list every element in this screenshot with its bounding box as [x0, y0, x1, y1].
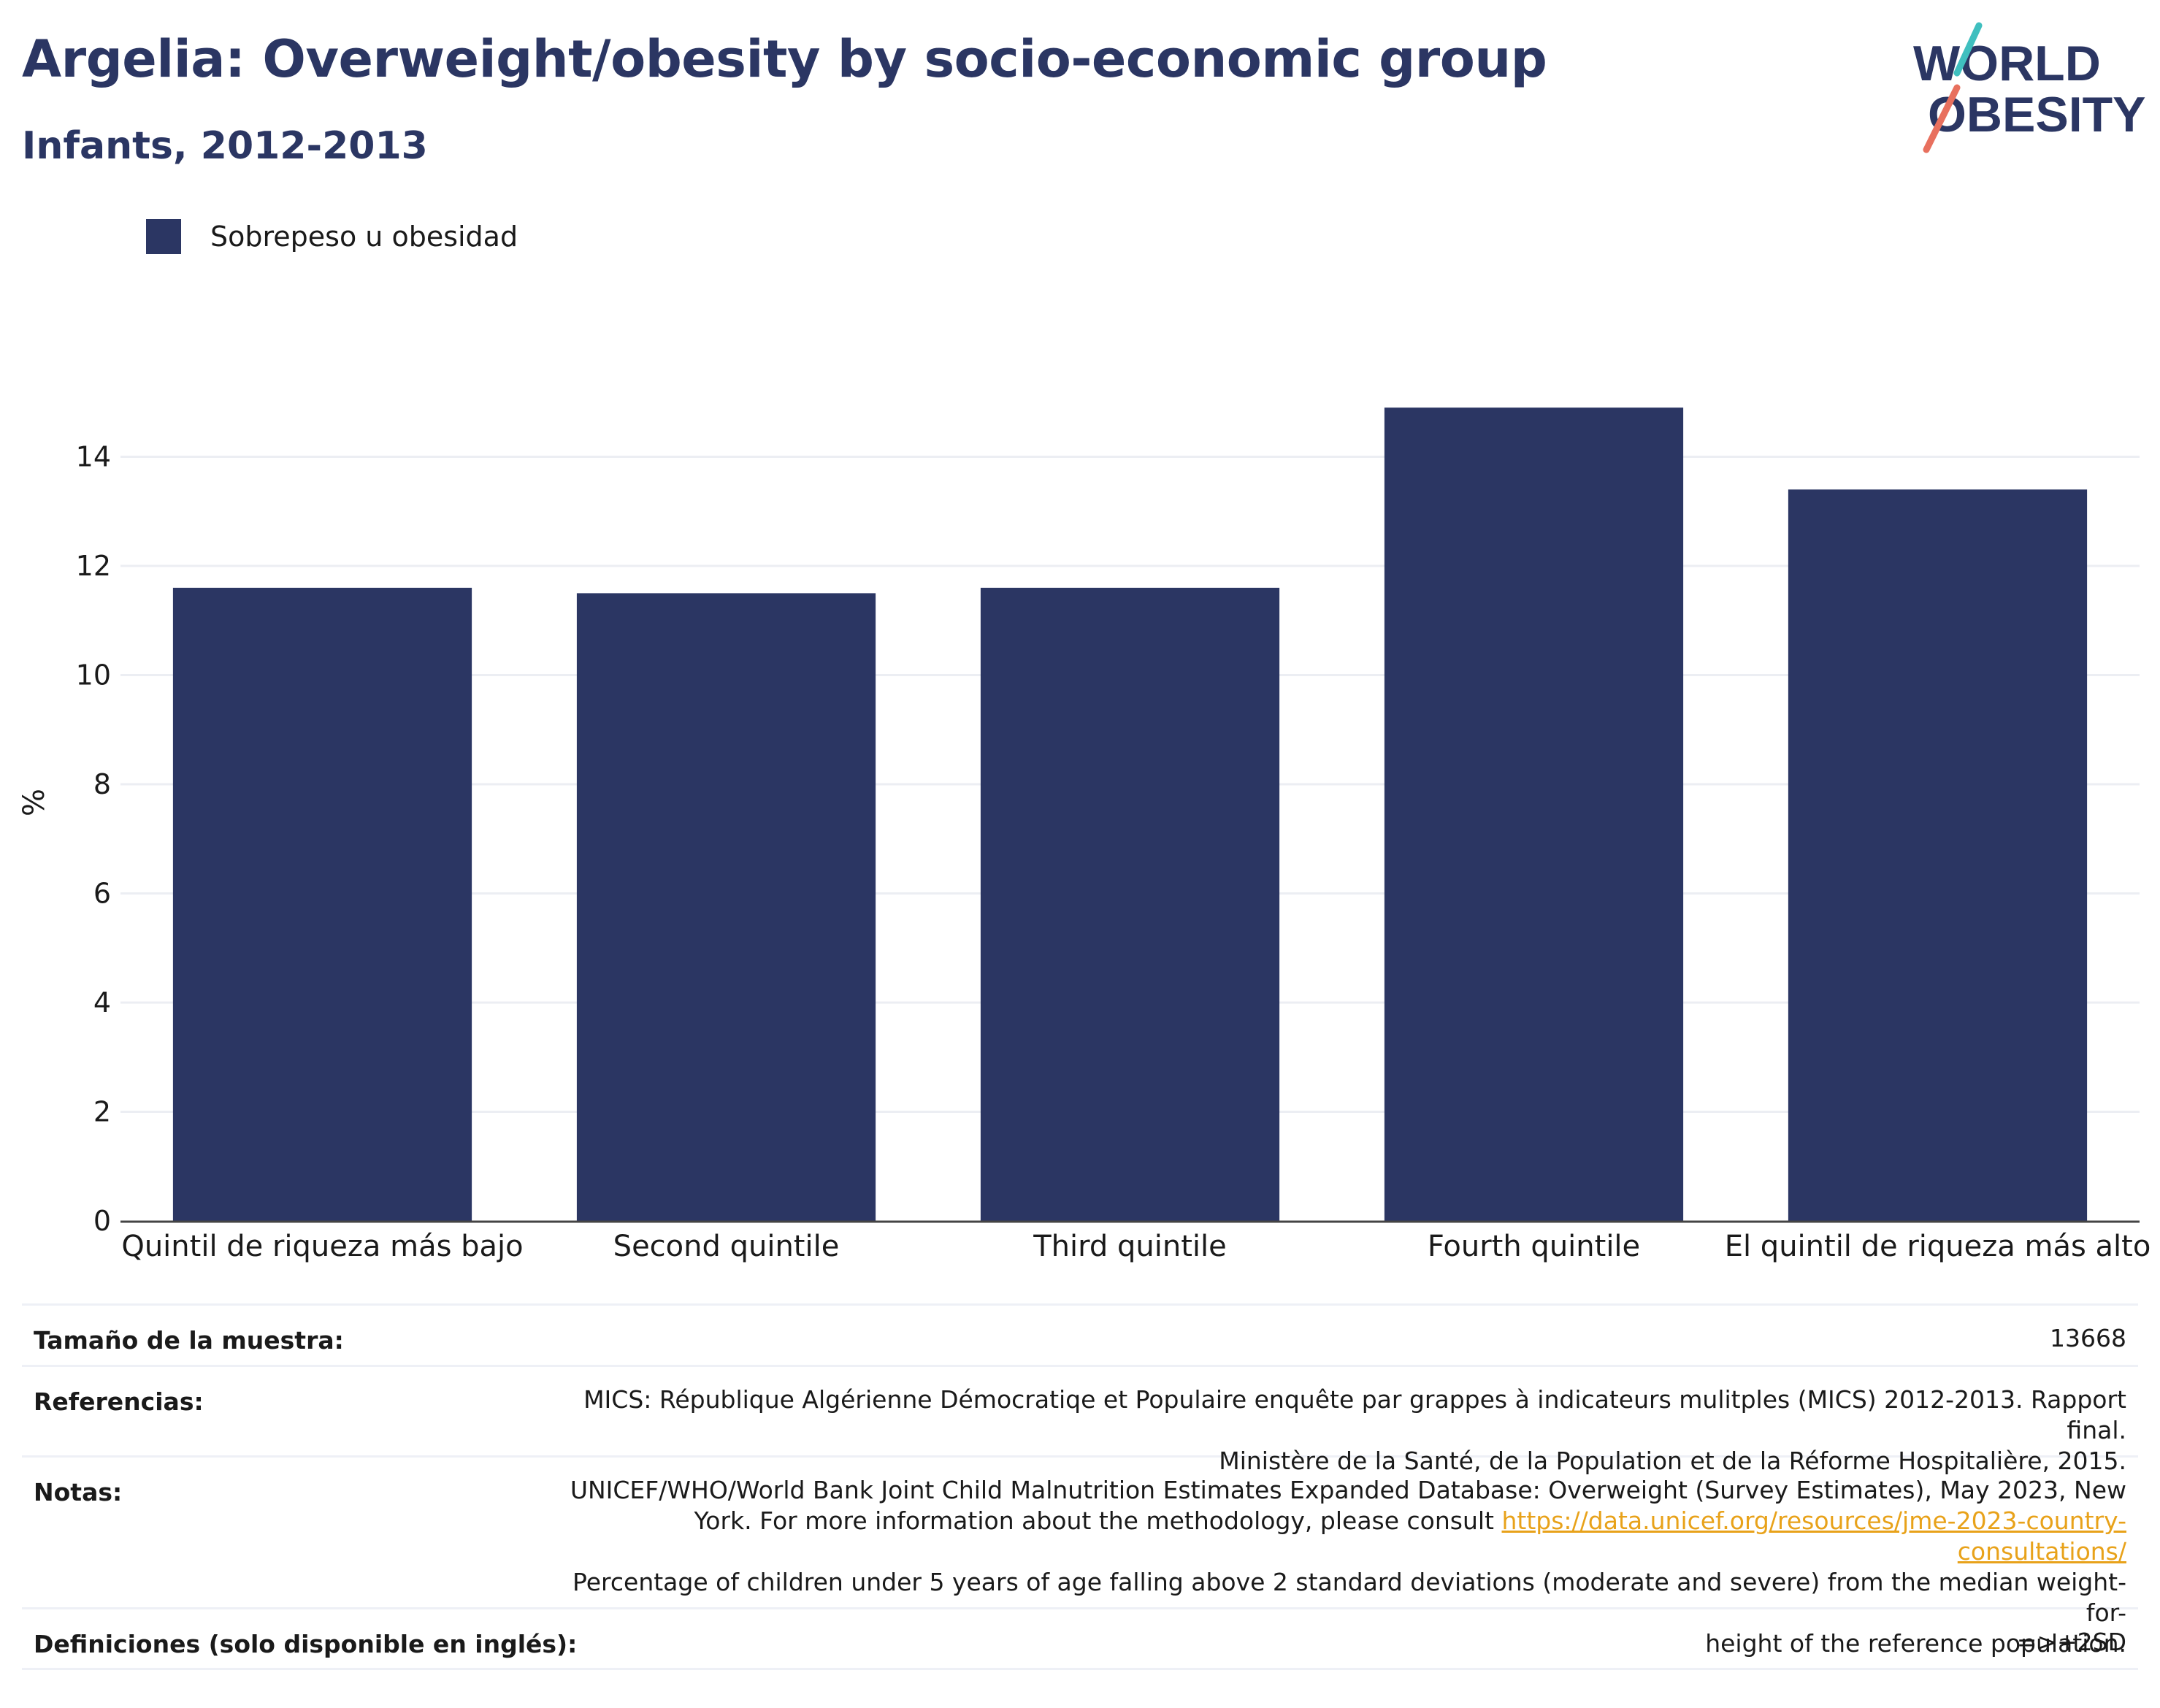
x-category-label: Second quintile — [613, 1230, 840, 1263]
sample-size-value: 13668 — [2050, 1324, 2126, 1352]
references-line: MICS: République Algérienne Démocratiqe … — [583, 1385, 2126, 1444]
bar — [172, 587, 472, 1221]
definitions-label: Definiciones (solo disponible en inglés)… — [34, 1630, 578, 1658]
notes-line: Percentage of children under 5 years of … — [572, 1568, 2126, 1627]
logo-slash-bottom — [1923, 84, 1961, 153]
x-category-label: El quintil de riqueza más alto — [1725, 1230, 2151, 1263]
bar — [576, 593, 876, 1221]
bar — [1384, 407, 1684, 1221]
x-axis-labels: Quintil de riqueza más bajo Second quinti… — [121, 1230, 2151, 1263]
notes-text: York. For more information about the met… — [694, 1506, 1494, 1535]
logo-text-world: WORLD — [1913, 36, 2101, 91]
chart-legend: Sobrepeso u obesidad — [146, 218, 518, 256]
bar — [980, 587, 1280, 1221]
y-axis-ticks: 0 2 4 6 8 10 12 14 — [76, 441, 111, 1238]
y-tick-label: 10 — [76, 659, 111, 692]
x-category-label: Quintil de riqueza más bajo — [121, 1230, 523, 1263]
info-table: Tamaño de la muestra: 13668 Referencias:… — [22, 1303, 2138, 1670]
legend-swatch — [146, 219, 181, 254]
y-tick-label: 12 — [76, 550, 111, 582]
y-tick-label: 6 — [93, 878, 111, 910]
references-value: MICS: République Algérienne Démocratiqe … — [535, 1367, 2126, 1475]
y-tick-label: 2 — [93, 1096, 111, 1128]
y-axis-title: % — [18, 789, 51, 816]
info-row-references: Referencias: MICS: République Algérienne… — [22, 1365, 2138, 1475]
info-row-sample: Tamaño de la muestra: 13668 — [22, 1303, 2138, 1365]
legend-label: Sobrepeso u obesidad — [210, 221, 518, 253]
notes-value: UNICEF/WHO/World Bank Joint Child Malnut… — [535, 1458, 2126, 1658]
y-tick-label: 4 — [93, 987, 111, 1019]
notes-line: York. For more information about the met… — [535, 1506, 2126, 1567]
notes-line: height of the reference population. — [1705, 1629, 2126, 1658]
x-category-label: Fourth quintile — [1428, 1230, 1640, 1263]
info-row-definitions: Definiciones (solo disponible en inglés)… — [22, 1607, 2138, 1670]
world-obesity-logo: WORLD OBESITY — [1913, 22, 2146, 153]
bar-chart: 0 2 4 6 8 10 12 14 Quintil de riqueza más bajo S… — [18, 407, 2151, 1263]
references-line: Ministère de la Santé, de la Population … — [1219, 1447, 2126, 1475]
page-subtitle: Infants, 2012-2013 — [22, 124, 428, 168]
y-tick-label: 0 — [93, 1205, 111, 1237]
info-row-notes: Notas: UNICEF/WHO/World Bank Joint Child… — [22, 1455, 2138, 1658]
notes-line: UNICEF/WHO/World Bank Joint Child Malnut… — [570, 1476, 2126, 1504]
logo-slash-top — [1953, 22, 1983, 77]
logo-text-obesity: OBESITY — [1928, 87, 2146, 142]
y-tick-label: 14 — [76, 441, 111, 473]
references-label: Referencias: — [34, 1387, 204, 1416]
bars — [172, 407, 2088, 1221]
y-tick-label: 8 — [93, 768, 111, 800]
sample-size-label: Tamaño de la muestra: — [34, 1326, 344, 1355]
notes-label: Notas: — [34, 1478, 123, 1506]
definitions-value: =>+2SD — [2016, 1628, 2126, 1656]
page-title: Argelia: Overweight/obesity by socio-eco… — [22, 29, 1547, 89]
bar — [1788, 489, 2088, 1221]
methodology-link[interactable]: https://data.unicef.org/resources/jme-20… — [1501, 1506, 2127, 1566]
x-category-label: Third quintile — [1033, 1230, 1226, 1263]
